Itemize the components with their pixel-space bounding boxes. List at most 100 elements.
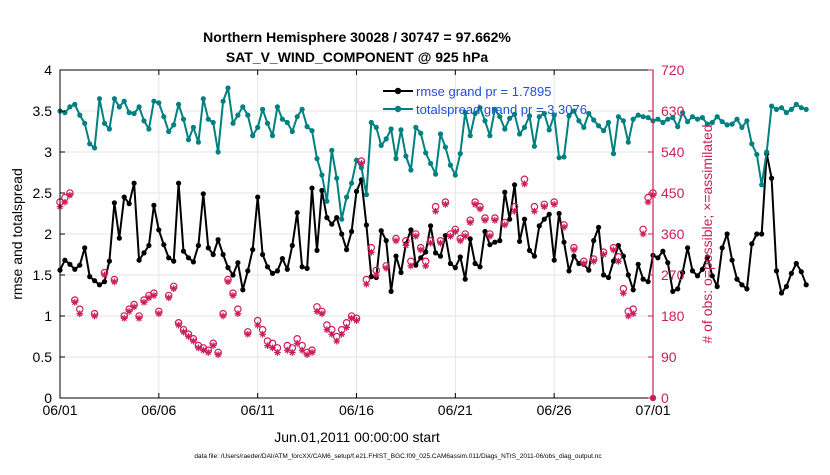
- rmse-point: [279, 256, 285, 262]
- spread-point: [487, 133, 493, 139]
- rmse-point: [136, 257, 142, 263]
- obs-assimilated-point: [590, 257, 598, 265]
- obs-assimilated-point: [570, 246, 578, 254]
- rmse-point: [685, 245, 691, 251]
- spread-point: [96, 96, 103, 102]
- rmse-point: [517, 238, 523, 244]
- spread-point: [180, 116, 187, 122]
- spread-point: [156, 100, 162, 106]
- spread-point: [314, 156, 320, 162]
- rmse-point: [793, 260, 799, 267]
- rmse-point: [185, 255, 192, 261]
- spread-point: [220, 98, 226, 104]
- obs-assimilated-point: [303, 351, 311, 359]
- spread-point: [526, 113, 533, 119]
- obs-assimilated-point: [269, 344, 276, 352]
- spread-point: [393, 156, 399, 162]
- rmse-point: [601, 272, 607, 278]
- x-tick-label: 06/16: [339, 402, 374, 418]
- rmse-point: [289, 242, 295, 249]
- rmse-point: [675, 286, 681, 292]
- spread-point: [581, 124, 587, 130]
- rmse-point: [472, 260, 478, 267]
- obs-assimilated-point: [175, 321, 182, 329]
- spread-point: [754, 151, 760, 158]
- spread-point: [685, 119, 691, 125]
- spread-point: [106, 126, 112, 132]
- spread-point: [778, 105, 785, 111]
- axis-layer: 06/01 06/06 06/11 06/16 06/21 06/26 07/0100.51…: [33, 62, 685, 418]
- spread-point: [260, 106, 266, 112]
- spread-point: [334, 175, 340, 181]
- data-file-footnote: data file: /Users/raeder/DAI/ATM_forcXX/…: [194, 453, 602, 460]
- obs-assimilated-point: [639, 230, 647, 238]
- obs-assimilated-point: [135, 314, 143, 322]
- obs-assimilated-point: [486, 232, 494, 240]
- rmse-point: [190, 259, 196, 265]
- rmse-point: [245, 268, 251, 274]
- rmse-point: [363, 222, 369, 228]
- obs-assimilated-point: [348, 314, 355, 322]
- grid-layer: [59, 69, 654, 399]
- rmse-point: [334, 215, 340, 221]
- spread-point: [136, 104, 142, 110]
- spread-point: [185, 137, 192, 143]
- spread-point: [245, 112, 251, 118]
- rmse-point: [783, 283, 790, 290]
- spread-point: [477, 105, 483, 111]
- obs-assimilated-point: [318, 310, 326, 318]
- obs-assimilated-point: [343, 323, 351, 331]
- rmse-point: [210, 251, 216, 258]
- rmse-point: [556, 210, 562, 217]
- spread-point: [724, 122, 730, 128]
- rmse-point: [240, 287, 246, 293]
- spread-point: [492, 106, 498, 112]
- rmse-point: [680, 269, 686, 276]
- x-tick-label: 06/06: [141, 402, 176, 418]
- obs-assimilated-point: [190, 337, 197, 345]
- rmse-point: [526, 247, 533, 253]
- rmse-point: [778, 290, 785, 296]
- rmse-point: [541, 216, 547, 222]
- spread-point: [744, 118, 750, 124]
- spread-point: [176, 101, 182, 107]
- spread-point: [324, 198, 330, 204]
- spread-point: [704, 121, 711, 127]
- spread-point: [240, 104, 246, 110]
- spread-point: [620, 118, 627, 124]
- rmse-point: [324, 215, 330, 221]
- spread-point: [670, 115, 676, 121]
- y2-tick-label: 180: [661, 308, 685, 324]
- rmse-point: [314, 247, 320, 253]
- obs-assimilated-point: [402, 241, 410, 249]
- rmse-point: [96, 282, 103, 288]
- spread-point: [511, 111, 518, 117]
- rmse-point: [754, 231, 760, 237]
- obs-assimilated-point: [367, 248, 375, 256]
- spread-point: [195, 139, 201, 145]
- spread-point: [121, 98, 127, 104]
- obs-assimilated-point: [521, 180, 528, 188]
- rmse-point: [645, 279, 651, 285]
- spread-point: [294, 114, 300, 120]
- spread-point: [541, 110, 547, 117]
- y-tick-label: 1.5: [33, 267, 53, 283]
- spread-point: [462, 110, 468, 116]
- rmse-point: [250, 247, 256, 253]
- obs-assimilated-point: [110, 278, 118, 286]
- obs-assimilated-point: [471, 200, 479, 208]
- rmse-point: [670, 288, 676, 294]
- spread-point: [151, 98, 157, 104]
- obs-assimilated-point: [71, 298, 79, 306]
- obs-assimilated-point: [229, 292, 237, 299]
- obs-assimilated-point: [288, 349, 296, 356]
- rmse-point: [507, 216, 513, 222]
- rmse-point: [655, 255, 661, 261]
- spread-point: [675, 124, 681, 130]
- rmse-point: [487, 242, 493, 248]
- rmse-point: [269, 270, 276, 276]
- rmse-point: [531, 253, 538, 259]
- rmse-point: [176, 180, 182, 186]
- spread-point: [299, 106, 305, 112]
